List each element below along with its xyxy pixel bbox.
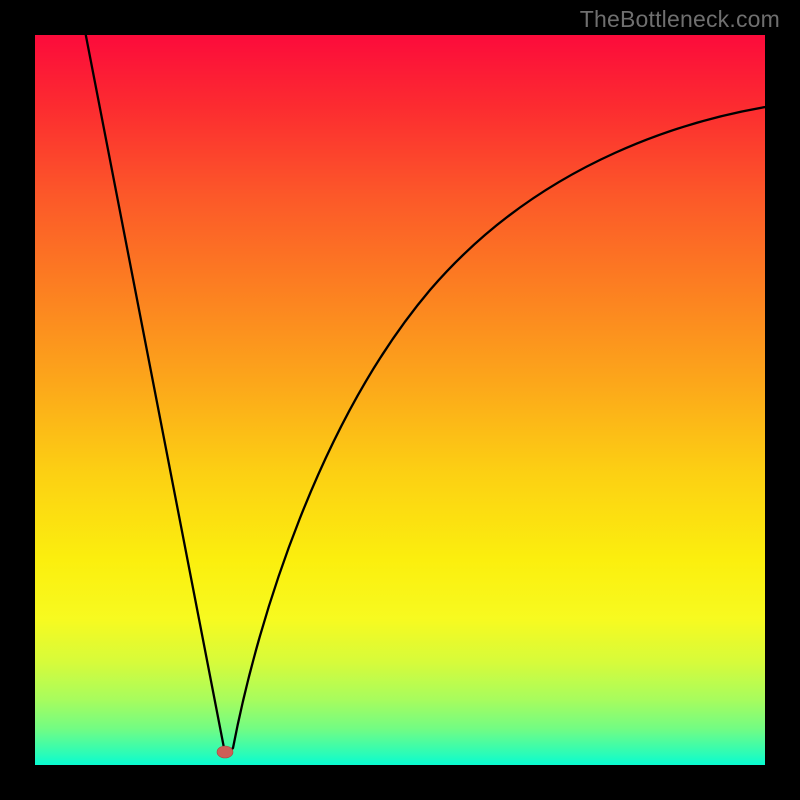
chart-svg [0, 0, 800, 800]
optimum-marker [217, 746, 233, 758]
gradient-plot-background [35, 35, 765, 765]
watermark-text: TheBottleneck.com [580, 6, 780, 33]
